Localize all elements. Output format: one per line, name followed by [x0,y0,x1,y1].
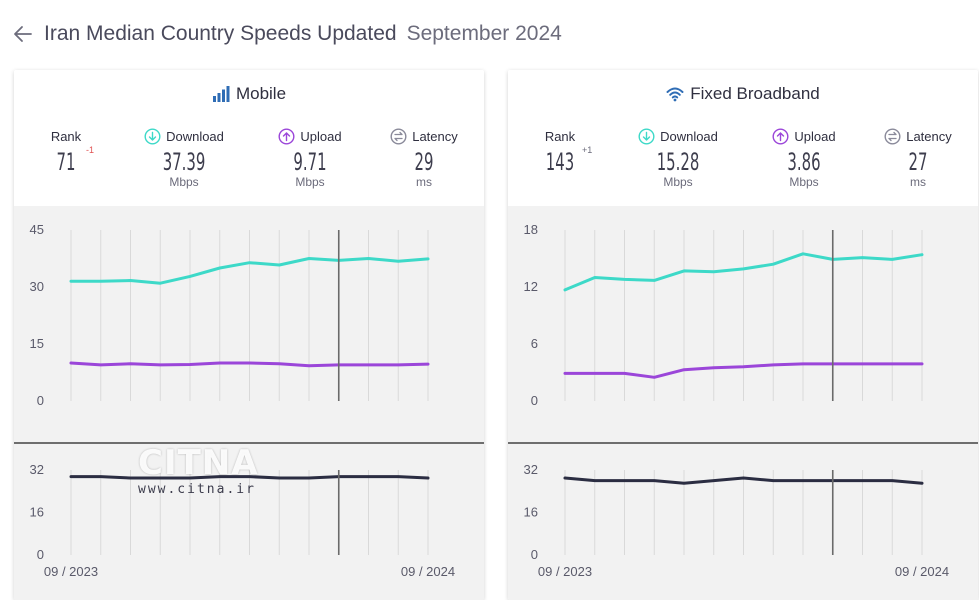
fixed-title-text: Fixed Broadband [690,84,820,103]
download-unit: Mbps [663,175,693,189]
latency-value: 27 [908,148,928,176]
latency-ytick-label: 0 [531,547,538,562]
latency-ytick-label: 0 [37,547,44,562]
latency-ytick-label: 32 [524,462,538,477]
latency-ytick-label: 16 [30,505,44,520]
x-axis-start-label: 09 / 2023 [44,564,98,579]
latency-ytick-label: 16 [524,505,538,520]
mobile-upload: Upload 9.71 Mbps [260,127,360,189]
upload-label: Upload [794,128,836,144]
rank-value: 71 [56,148,76,176]
upload-unit: Mbps [789,175,819,189]
latency-unit: ms [416,175,432,189]
speed-ytick-label: 18 [524,222,538,237]
signal-bars-icon [212,86,230,102]
x-axis-end-label: 09 / 2024 [895,564,949,579]
download-value: 15.28 [656,148,700,176]
speed-ytick-label: 6 [531,336,538,351]
speed-ytick-label: 45 [30,222,44,237]
latency-ytick-label: 32 [30,462,44,477]
fixed-chart-svg[interactable]: 0 6 12 18 0 16 32 09 / 2023 09 / 2024 [508,206,978,600]
mobile-chart[interactable]: 0 15 30 45 0 16 32 09 / 2023 09 / 2024 [14,206,484,600]
mobile-chart-svg[interactable]: 0 15 30 45 0 16 32 09 / 2023 09 / 2024 [14,206,484,600]
download-value: 37.39 [162,148,206,176]
fixed-download: Download 15.28 Mbps [628,127,728,189]
mobile-title-text: Mobile [235,84,287,103]
download-label: Download [660,128,718,144]
mobile-latency: Latency 29 ms [374,127,474,189]
x-axis-end-label: 09 / 2024 [401,564,455,579]
latency-icon [884,127,901,145]
fixed-broadband-card: Fixed Broadband Rank 143 +1 Download 15.… [508,70,978,600]
fixed-card-title: Fixed Broadband [508,84,978,104]
latency-value: 29 [414,148,434,176]
wifi-icon [666,87,684,102]
upload-label: Upload [300,128,342,144]
rank-label: Rank [50,128,82,144]
rank-label: Rank [544,128,576,144]
upload-value: 9.71 [293,148,327,176]
download-arrow-icon [144,127,161,145]
download-arrow-icon [638,127,655,145]
rank-change: +1 [582,145,593,155]
speed-ytick-label: 12 [524,279,538,294]
mobile-download: Download 37.39 Mbps [134,127,234,189]
speed-ytick-label: 0 [531,393,538,408]
speed-ytick-label: 30 [30,279,44,294]
fixed-latency: Latency 27 ms [868,127,968,189]
mobile-card: Mobile Rank 71 -1 Download 37.39 Mbps [14,70,484,600]
latency-label: Latency [906,128,952,144]
upload-arrow-icon [278,127,295,145]
latency-label: Latency [412,128,458,144]
latency-unit: ms [910,175,926,189]
upload-value: 3.86 [787,148,821,176]
x-axis-start-label: 09 / 2023 [538,564,592,579]
speed-ytick-label: 15 [30,336,44,351]
mobile-rank: Rank 71 -1 [16,128,116,177]
speed-ytick-label: 0 [37,393,44,408]
latency-series-line [69,475,430,480]
rank-change: -1 [86,145,95,155]
download-unit: Mbps [169,175,199,189]
download-label: Download [166,128,224,144]
latency-icon [390,127,407,145]
upload-unit: Mbps [295,175,325,189]
page-title: Iran Median Country Speeds Updated [44,22,397,45]
fixed-upload: Upload 3.86 Mbps [754,127,854,189]
page-header: Iran Median Country Speeds Updated Septe… [12,18,562,50]
updated-date: September 2024 [406,22,562,45]
fixed-rank: Rank 143 +1 [510,128,610,177]
back-arrow-icon[interactable] [12,23,34,45]
fixed-chart[interactable]: 0 6 12 18 0 16 32 09 / 2023 09 / 2024 [508,206,978,600]
mobile-card-title: Mobile [14,84,484,104]
upload-arrow-icon [772,127,789,145]
rank-value: 143 [545,148,575,176]
